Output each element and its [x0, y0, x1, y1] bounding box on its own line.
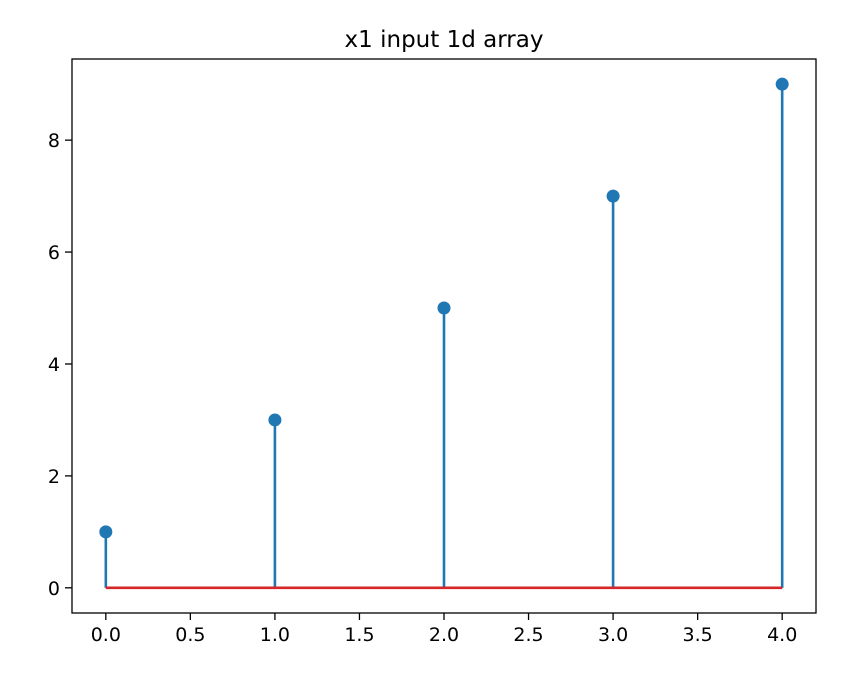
- x-tick-label: 2.0: [429, 624, 459, 646]
- y-tick-label: 0: [48, 578, 60, 600]
- x-tick-label: 1.0: [260, 624, 290, 646]
- stem-marker: [437, 301, 451, 315]
- x-tick-label: 3.5: [683, 624, 713, 646]
- stem-marker: [99, 525, 113, 539]
- ticks-group: 0.0 0.5 1.0 1.5 2.0 2.5 3.0 3.5 4.0 0 2 4 6 8: [48, 130, 797, 646]
- markers-group: [99, 77, 789, 539]
- x-tick-label: 0.5: [175, 624, 205, 646]
- y-tick-label: 8: [48, 130, 60, 152]
- stem-marker: [268, 413, 282, 427]
- x-tick-label: 1.5: [344, 624, 374, 646]
- y-tick-label: 6: [48, 242, 60, 264]
- y-tick-label: 4: [48, 354, 60, 376]
- x-tick-label: 4.0: [767, 624, 797, 646]
- stems-group: [104, 84, 784, 588]
- y-tick-label: 2: [48, 466, 60, 488]
- x-tick-label: 2.5: [513, 624, 543, 646]
- chart-title: x1 input 1d array: [345, 27, 544, 53]
- stem-marker: [606, 189, 620, 203]
- x-tick-label: 3.0: [598, 624, 628, 646]
- x-tick-label: 0.0: [91, 624, 121, 646]
- stem-marker: [775, 77, 789, 91]
